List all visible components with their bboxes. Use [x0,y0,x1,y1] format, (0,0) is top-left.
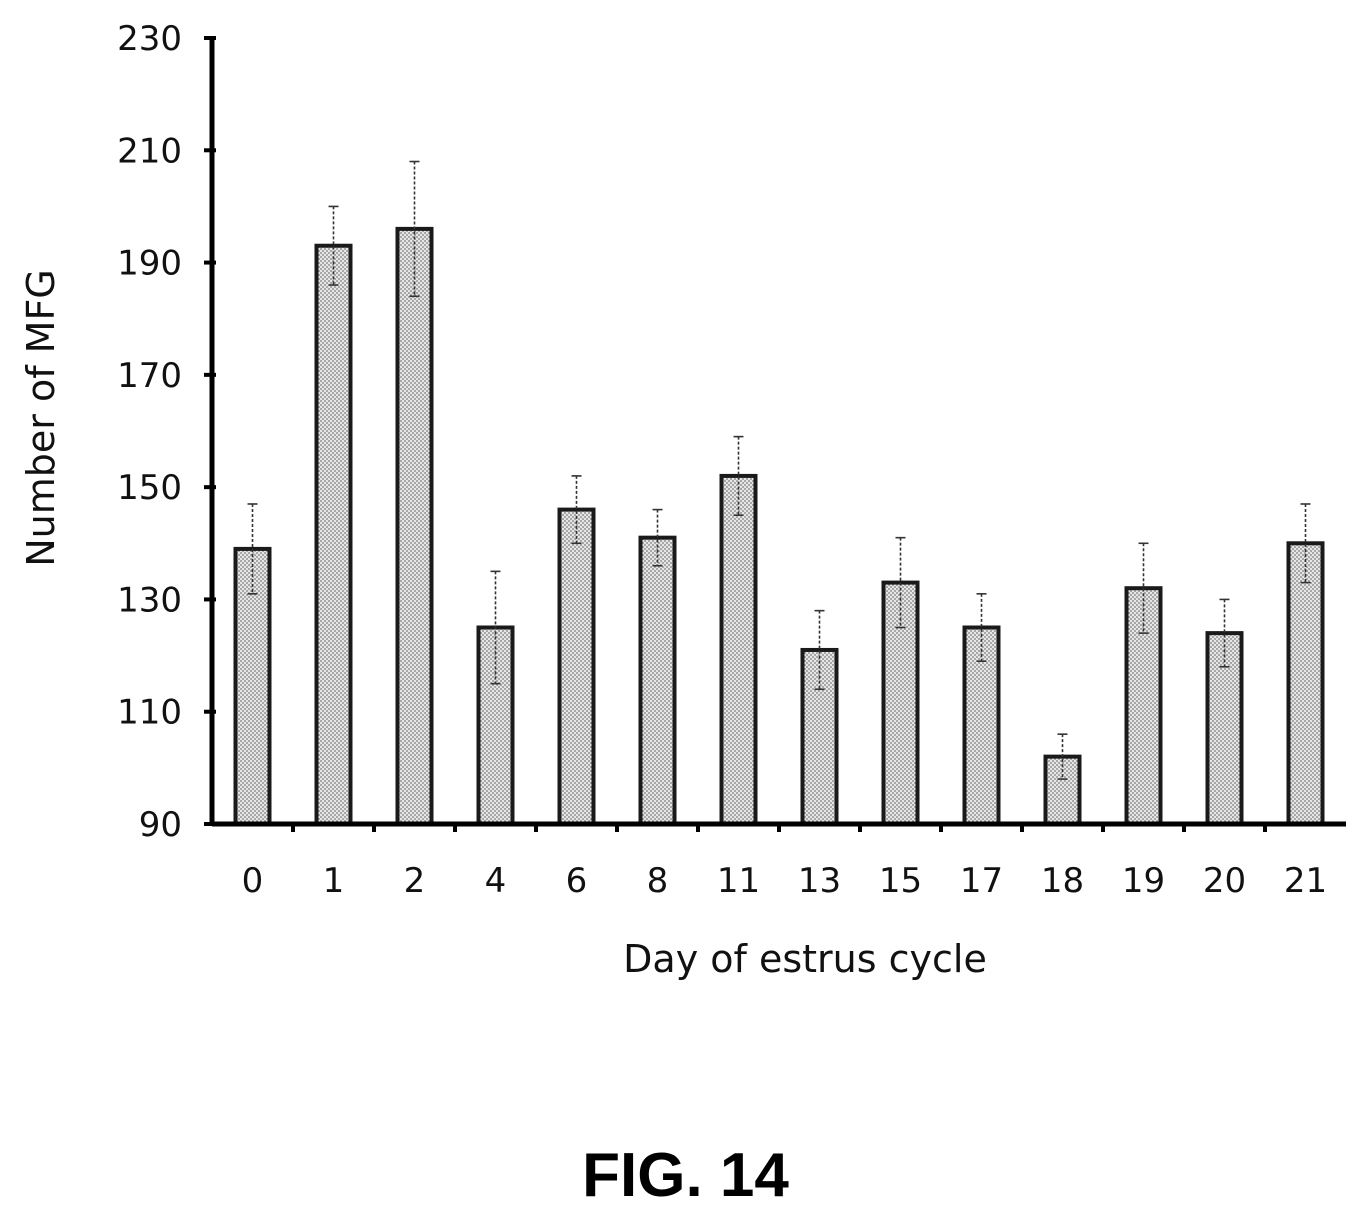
x-tick-label: 13 [798,861,841,901]
bar [557,507,596,826]
x-tick-label: 15 [879,861,922,901]
bar [395,226,434,826]
x-axis-ticks: 0 1 2 4 6 8 11 13 15 17 18 19 20 21 [242,824,1327,901]
x-tick-label: 21 [1284,861,1327,901]
x-tick-label: 8 [647,861,669,901]
figure-caption: FIG. 14 [582,1141,789,1210]
bar [1124,586,1163,827]
y-tick-label: 230 [117,19,182,59]
x-tick-label: 4 [485,861,507,901]
x-tick-label: 6 [566,861,588,901]
x-tick-label: 2 [404,861,426,901]
error-bars [247,160,1311,780]
bar [1205,631,1244,826]
bar [314,243,353,826]
bar [1286,541,1325,826]
y-axis-title: Number of MFG [19,269,63,567]
y-tick-label: 170 [117,356,182,396]
x-tick-label: 1 [323,861,345,901]
bar [800,647,839,827]
y-tick-label: 150 [117,468,182,508]
x-tick-label: 11 [717,861,760,901]
x-tick-label: 20 [1203,861,1246,901]
bar [638,535,677,827]
y-tick-label: 90 [139,805,182,845]
bars [233,226,1325,827]
x-tick-label: 19 [1122,861,1165,901]
bar [881,580,920,826]
x-tick-label: 17 [960,861,1003,901]
x-tick-label: 0 [242,861,264,901]
y-tick-label: 190 [117,244,182,284]
axes [209,38,1346,827]
bar [233,546,272,827]
x-tick-label: 18 [1041,861,1084,901]
y-tick-label: 110 [117,693,182,733]
y-tick-label: 130 [117,580,182,620]
y-axis-ticks: 90 110 130 150 170 190 210 230 [117,19,216,845]
x-axis-title: Day of estrus cycle [623,937,987,981]
bar [719,473,758,826]
y-tick-label: 210 [117,131,182,171]
bar [962,625,1001,826]
